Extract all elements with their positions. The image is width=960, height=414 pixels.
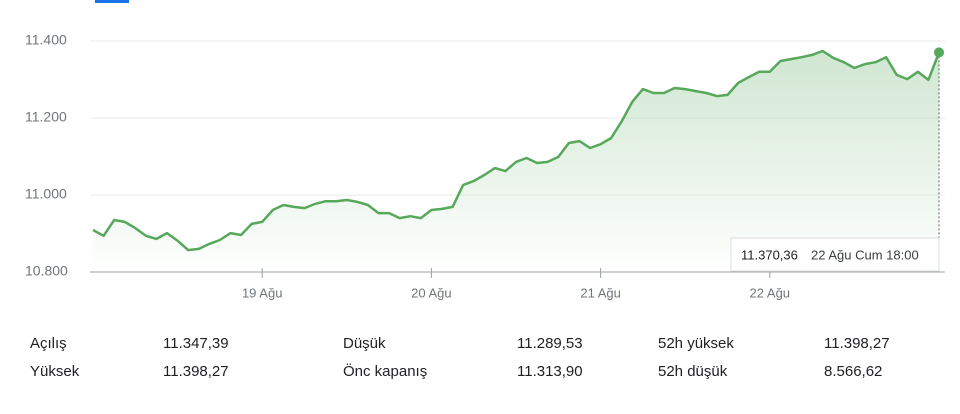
stat-value: 8.566,62 [824, 363, 882, 380]
tooltip: 11.370,36 22 Ağu Cum 18:00 [730, 237, 940, 272]
y-tick-label: 11.200 [25, 109, 67, 125]
hover-dot [934, 47, 944, 58]
stats-table: Açılış 11.347,39 Düşük 11.289,53 52h yüksek 1… [30, 335, 890, 380]
stat-label: Açılış [30, 335, 67, 352]
y-tick-label: 11.400 [25, 32, 67, 48]
x-tick-label: 22 Ağu [750, 285, 791, 300]
tooltip-box [730, 237, 940, 272]
plot-area: 10.800 11.000 11.200 11.400 19 Ağu 20 Ağu 21 A… [25, 32, 945, 300]
x-tick-label: 20 Ağu [411, 285, 452, 300]
line [92, 49, 941, 252]
x-tick-label: 21 Ağu [580, 285, 621, 300]
y-tick-label: 10.800 [25, 263, 68, 279]
tooltip-time: 22 Ağu Cum 18:00 [811, 247, 919, 262]
stat-value: 11.289,53 [517, 335, 583, 352]
stat-label: Yüksek [30, 363, 80, 380]
stat-value: 11.313,90 [517, 363, 583, 380]
tab-indicator [95, 0, 129, 3]
y-tick-label: 11.000 [25, 186, 67, 202]
stat-label: 52h düşük [658, 363, 728, 380]
stat-value: 11.398,27 [824, 335, 890, 352]
stat-label: Düşük [343, 335, 386, 352]
area-fill [93, 51, 939, 272]
stat-value: 11.398,27 [163, 363, 229, 380]
tooltip-value: 11.370,36 [741, 247, 798, 262]
stat-label: 52h yüksek [658, 335, 734, 352]
stat-value: 11.347,39 [163, 335, 229, 352]
x-tick-label: 19 Ağu [242, 285, 283, 300]
stat-label: Önc kapanış [343, 362, 427, 380]
